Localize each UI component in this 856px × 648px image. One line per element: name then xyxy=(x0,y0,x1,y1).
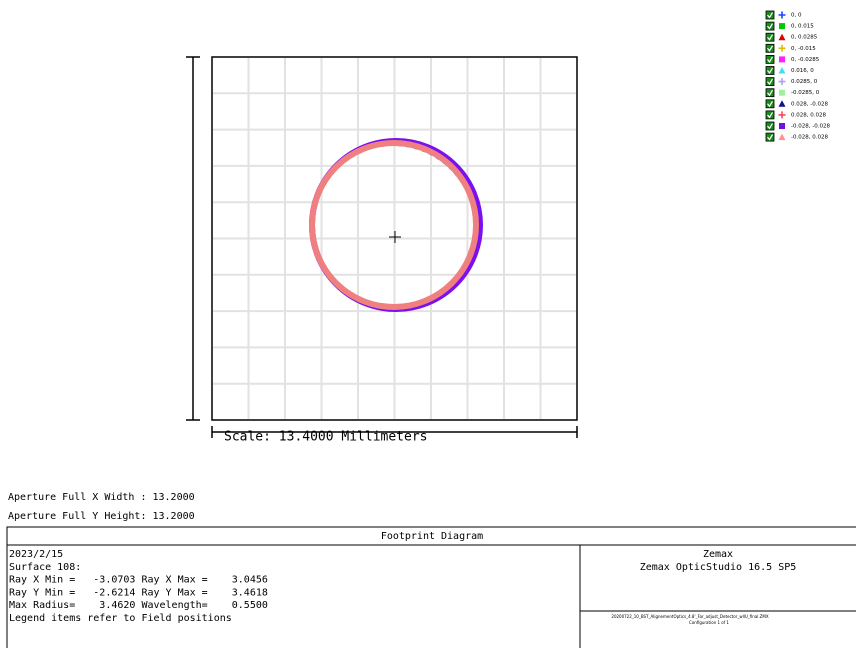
footer-line: Ray Y Min = -2.6214 Ray Y Max = 3.4618 xyxy=(9,587,268,598)
aperture-y: Aperture Full Y Height: 13.2000 xyxy=(8,511,195,522)
footer-line: Ray X Min = -3.0703 Ray X Max = 3.0456 xyxy=(9,575,268,586)
legend-marker xyxy=(778,11,786,19)
legend-checkbox xyxy=(765,21,775,31)
legend-check xyxy=(767,78,774,86)
legend-marker xyxy=(778,100,786,107)
ray-ring xyxy=(309,140,479,310)
legend-marker xyxy=(778,111,786,119)
legend-check xyxy=(767,34,774,41)
footer-line: Legend items refer to Field positions xyxy=(9,613,232,624)
plot: Scale: 13.4000 Millimeters xyxy=(186,56,578,445)
legend-label: -0.028, -0.028 xyxy=(791,124,830,130)
footer-lines: 2023/2/15 Surface 108: Ray X Min = -3.0703… xyxy=(9,549,268,624)
legend-check xyxy=(767,89,774,97)
legend-checkbox xyxy=(765,121,775,131)
legend-check xyxy=(767,67,774,75)
config: Configuration 1 of 1 xyxy=(689,620,729,625)
legend-checkbox xyxy=(765,110,775,120)
center-cross xyxy=(389,231,401,243)
legend-label: 0, -0.0285 xyxy=(791,57,820,63)
legend-marker xyxy=(778,44,786,52)
footer-title: Footprint Diagram xyxy=(381,531,483,542)
legend-marker xyxy=(778,78,786,86)
legend-label: -0.0285, 0 xyxy=(791,90,820,96)
horizontal-scale-bar xyxy=(211,426,578,438)
file-name: 20200722_10_BST_AlignementOptics_4.8'_Fa… xyxy=(611,614,768,619)
legend-marker xyxy=(778,133,786,141)
company: Zemax xyxy=(703,549,733,560)
legend: 0, 0 0, 0.015 0, 0.0285 0, -0.015 0, -0.0285… xyxy=(765,10,830,142)
plot-border xyxy=(211,56,578,421)
legend-checkbox xyxy=(765,77,775,86)
vertical-scale-bar xyxy=(186,56,200,421)
legend-checkbox xyxy=(765,132,775,142)
legend-checkbox xyxy=(765,43,775,53)
legend-checkbox xyxy=(765,10,775,20)
legend-check xyxy=(767,134,774,141)
legend-check xyxy=(767,112,774,119)
footer-line: 2023/2/15 xyxy=(9,549,63,560)
legend-marker xyxy=(778,67,786,74)
legend-label: 0, 0.0285 xyxy=(791,35,818,41)
aperture-x: Aperture Full X Width : 13.2000 xyxy=(8,492,195,503)
table-border xyxy=(6,526,856,648)
legend-label: -0.028, 0.028 xyxy=(791,135,828,141)
legend-marker xyxy=(779,23,785,30)
legend-checkbox xyxy=(765,55,775,64)
legend-label: 0.0285, 0 xyxy=(791,79,818,85)
legend-check xyxy=(767,12,774,19)
footer-table: Footprint Diagram 2023/2/15 Surface 108: R… xyxy=(6,526,856,648)
scale-label: Scale: 13.4000 Millimeters xyxy=(224,430,428,445)
legend-checkbox xyxy=(765,32,775,42)
legend-checkbox xyxy=(765,99,775,109)
legend-marker xyxy=(778,33,786,41)
legend-check xyxy=(767,56,774,63)
legend-check xyxy=(767,123,774,130)
legend-marker xyxy=(779,123,785,129)
legend-checkbox xyxy=(765,66,775,75)
legend-label: 0, -0.015 xyxy=(791,46,816,52)
legend-check xyxy=(767,23,774,30)
footer-line: Surface 108: xyxy=(9,562,81,573)
legend-label: 0.016, 0 xyxy=(791,68,814,74)
legend-marker xyxy=(779,89,785,96)
product: Zemax OpticStudio 16.5 SP5 xyxy=(640,562,797,573)
legend-checkbox xyxy=(765,88,775,98)
legend-label: 0, 0.015 xyxy=(791,24,814,30)
legend-label: 0, 0 xyxy=(791,13,802,19)
legend-check xyxy=(767,100,774,108)
legend-marker xyxy=(779,56,785,63)
legend-label: 0.028, 0.028 xyxy=(791,112,826,118)
footer-line: Max Radius= 3.4620 Wavelength= 0.5500 xyxy=(9,600,268,611)
legend-label: 0.028, -0.028 xyxy=(791,101,828,107)
legend-check xyxy=(767,45,774,52)
